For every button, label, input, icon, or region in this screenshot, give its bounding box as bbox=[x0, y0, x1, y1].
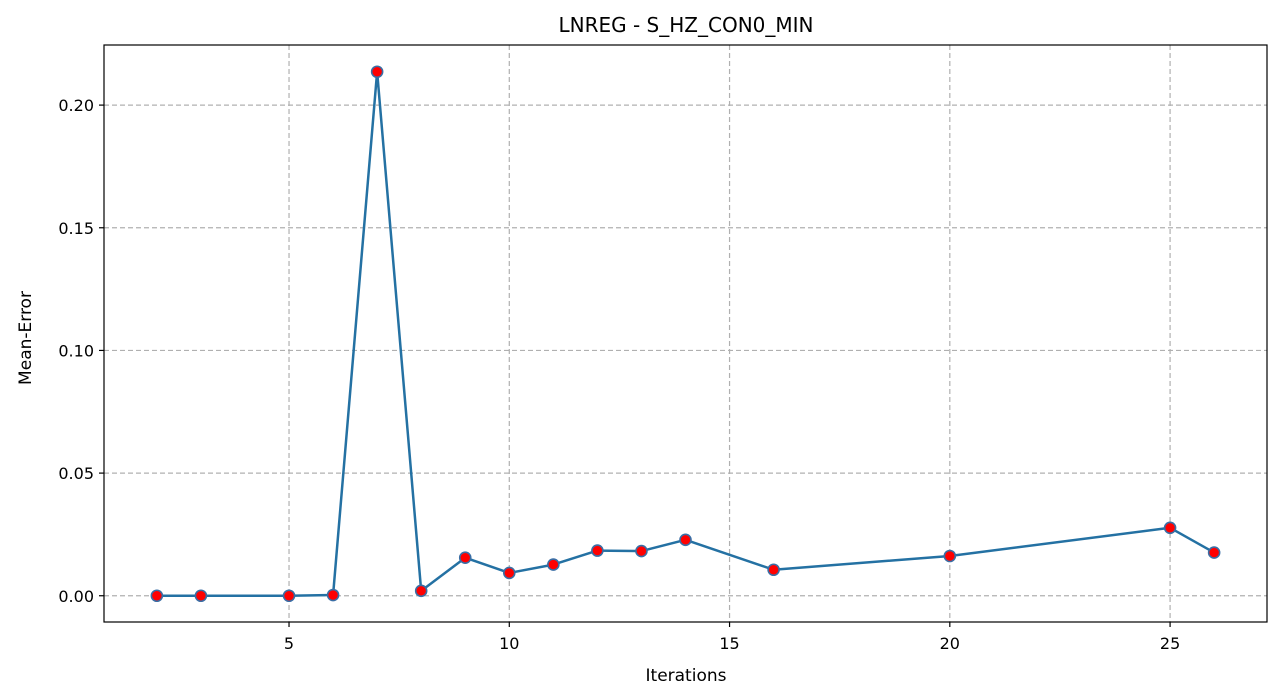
x-tick-label: 20 bbox=[940, 634, 960, 653]
data-point bbox=[458, 551, 472, 565]
series-polyline bbox=[156, 70, 1215, 597]
data-point bbox=[767, 563, 780, 577]
data-point bbox=[282, 589, 296, 603]
data-points bbox=[150, 65, 1221, 603]
x-tick-label: 15 bbox=[719, 634, 739, 653]
x-tick-label: 25 bbox=[1160, 634, 1180, 653]
x-axis-label: Iterations bbox=[646, 666, 727, 686]
plot-frame bbox=[103, 44, 1268, 623]
y-tick-label: 0.15 bbox=[58, 219, 94, 238]
chart-title: LNREG - S_HZ_CON0_MIN bbox=[558, 13, 813, 37]
data-point bbox=[150, 589, 164, 603]
x-axis-ticks: 5 10 15 20 25 bbox=[284, 622, 1180, 653]
x-tick-label: 5 bbox=[284, 634, 294, 653]
y-tick-label: 0.20 bbox=[58, 96, 94, 115]
data-point bbox=[502, 566, 516, 580]
y-tick-label: 0.05 bbox=[58, 464, 94, 483]
data-point bbox=[1207, 546, 1221, 559]
data-point bbox=[194, 589, 208, 603]
data-point bbox=[635, 544, 648, 558]
series-line bbox=[156, 70, 1215, 597]
data-point bbox=[591, 544, 604, 557]
y-axis-label: Mean-Error bbox=[16, 291, 36, 385]
y-tick-label: 0.00 bbox=[58, 587, 94, 606]
data-point bbox=[1163, 521, 1177, 535]
data-point bbox=[679, 533, 692, 547]
grid-lines bbox=[104, 45, 1267, 622]
data-point bbox=[370, 65, 384, 79]
data-point bbox=[943, 549, 957, 563]
y-axis-ticks: 0.00 0.05 0.10 0.15 0.20 bbox=[58, 96, 104, 606]
x-tick-label: 10 bbox=[499, 634, 519, 653]
data-point bbox=[414, 584, 428, 598]
data-point bbox=[326, 588, 340, 602]
y-tick-label: 0.10 bbox=[58, 341, 94, 360]
data-point bbox=[547, 558, 560, 571]
